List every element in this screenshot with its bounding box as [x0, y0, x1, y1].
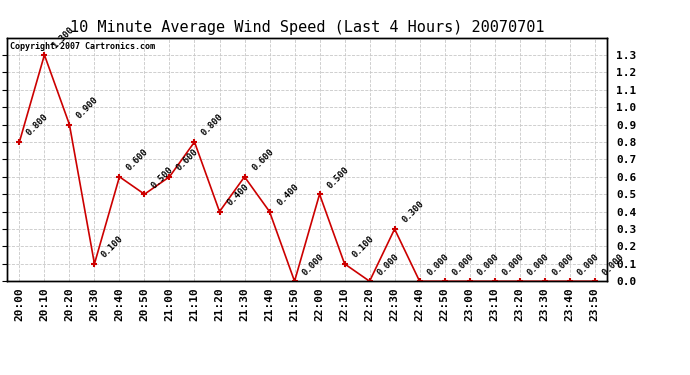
Text: 0.000: 0.000: [500, 252, 526, 277]
Text: 0.000: 0.000: [600, 252, 626, 277]
Text: 0.500: 0.500: [325, 165, 351, 190]
Text: Copyright 2007 Cartronics.com: Copyright 2007 Cartronics.com: [10, 42, 155, 51]
Text: 0.400: 0.400: [225, 182, 250, 207]
Text: 0.600: 0.600: [175, 147, 200, 172]
Text: 0.900: 0.900: [75, 95, 100, 120]
Text: 0.600: 0.600: [250, 147, 275, 172]
Text: 0.000: 0.000: [550, 252, 575, 277]
Text: 0.000: 0.000: [375, 252, 400, 277]
Title: 10 Minute Average Wind Speed (Last 4 Hours) 20070701: 10 Minute Average Wind Speed (Last 4 Hou…: [70, 20, 544, 35]
Text: 0.000: 0.000: [300, 252, 326, 277]
Text: 0.100: 0.100: [350, 234, 375, 260]
Text: 0.500: 0.500: [150, 165, 175, 190]
Text: 0.800: 0.800: [25, 112, 50, 138]
Text: 0.100: 0.100: [100, 234, 126, 260]
Text: 0.800: 0.800: [200, 112, 226, 138]
Text: 0.000: 0.000: [575, 252, 600, 277]
Text: 0.000: 0.000: [450, 252, 475, 277]
Text: 0.400: 0.400: [275, 182, 300, 207]
Text: 0.000: 0.000: [525, 252, 551, 277]
Text: 0.000: 0.000: [425, 252, 451, 277]
Text: 0.000: 0.000: [475, 252, 500, 277]
Text: 0.300: 0.300: [400, 200, 426, 225]
Text: 0.600: 0.600: [125, 147, 150, 172]
Text: 1.300: 1.300: [50, 26, 75, 51]
